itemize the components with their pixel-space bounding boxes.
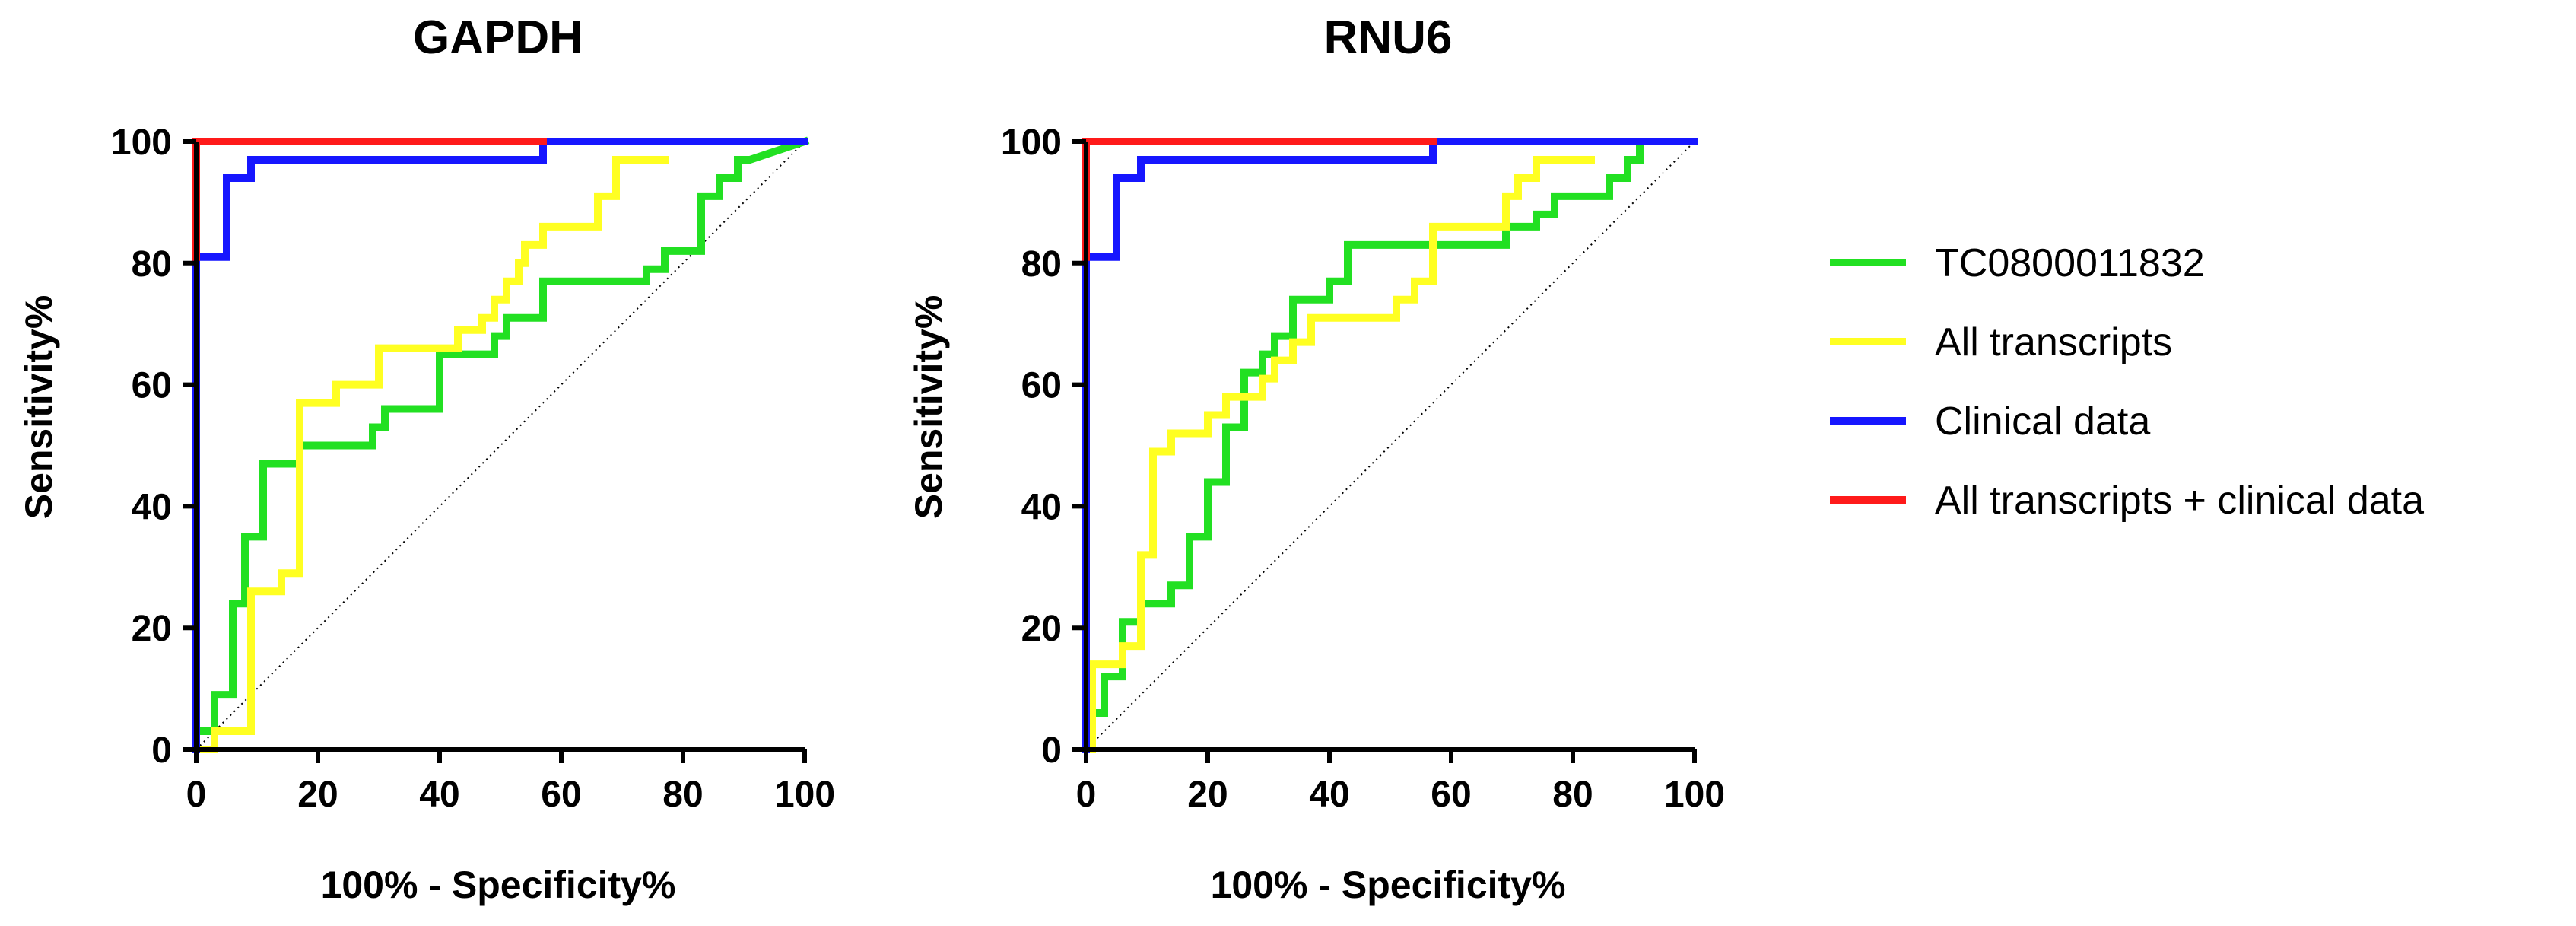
x-tick-label: 80 xyxy=(662,775,703,815)
x-axis-label: 100% - Specificity% xyxy=(321,864,676,906)
series-line xyxy=(192,155,669,753)
series-line xyxy=(1082,138,1698,753)
y-tick-label: 0 xyxy=(151,730,172,771)
x-tick-label: 0 xyxy=(186,775,207,815)
legend-label: TC0800011832 xyxy=(1935,241,2205,285)
x-tick-label: 60 xyxy=(541,775,581,815)
legend-item: Clinical data xyxy=(1830,399,2150,444)
x-tick-label: 20 xyxy=(1187,775,1228,815)
plot-area: 0 20 40 60 80 100 0 20 40 60 80 100 xyxy=(1001,123,1725,815)
series-line xyxy=(192,138,808,753)
legend-label: All transcripts + clinical data xyxy=(1935,479,2424,523)
x-tick-label: 100 xyxy=(1664,775,1725,815)
legend-item: TC0800011832 xyxy=(1830,241,2205,285)
series-line xyxy=(192,136,810,753)
chart-panel-rnu6: RNU6 0 20 40 60 80 100 0 20 40 60 80 100 100% - Spe… xyxy=(907,11,1725,906)
x-axis-label: 100% - Specificity% xyxy=(1211,864,1566,906)
chart-title: GAPDH xyxy=(413,11,583,64)
y-tick-label: 0 xyxy=(1041,730,1062,771)
y-tick-label: 60 xyxy=(1021,366,1062,406)
x-tick-label: 100 xyxy=(774,775,835,815)
x-tick-label: 0 xyxy=(1076,775,1097,815)
y-tick-label: 100 xyxy=(111,123,172,163)
x-tick-label: 20 xyxy=(297,775,338,815)
series-line xyxy=(1082,155,1595,753)
y-tick-label: 40 xyxy=(1021,487,1062,527)
x-tick-label: 60 xyxy=(1431,775,1471,815)
y-tick-label: 60 xyxy=(132,366,172,406)
reference-diagonal xyxy=(1085,141,1695,750)
y-tick-label: 20 xyxy=(1021,609,1062,649)
plot-area: 0 20 40 60 80 100 0 20 40 60 80 100 xyxy=(111,123,835,815)
reference-diagonal xyxy=(195,141,805,750)
y-axis-label: Sensitivity% xyxy=(17,295,60,520)
y-tick-label: 100 xyxy=(1001,123,1062,163)
legend: TC0800011832 All transcripts Clinical da… xyxy=(1830,241,2424,523)
y-tick-label: 80 xyxy=(132,244,172,285)
x-tick-label: 40 xyxy=(1309,775,1349,815)
y-tick-label: 80 xyxy=(1021,244,1062,285)
y-tick-label: 40 xyxy=(132,487,172,527)
x-tick-label: 40 xyxy=(419,775,459,815)
y-tick-label: 20 xyxy=(132,609,172,649)
chart-panel-gapdh: GAPDH 0 20 40 60 80 100 0 20 40 60 80 100 100% - Sp… xyxy=(17,11,835,906)
chart-title: RNU6 xyxy=(1324,11,1453,64)
legend-label: Clinical data xyxy=(1935,399,2150,444)
legend-label: All transcripts xyxy=(1935,320,2172,364)
legend-item: All transcripts + clinical data xyxy=(1830,479,2424,523)
y-axis-label: Sensitivity% xyxy=(907,295,950,520)
legend-item: All transcripts xyxy=(1830,320,2172,364)
x-tick-label: 80 xyxy=(1552,775,1593,815)
series-line xyxy=(1082,138,1644,718)
